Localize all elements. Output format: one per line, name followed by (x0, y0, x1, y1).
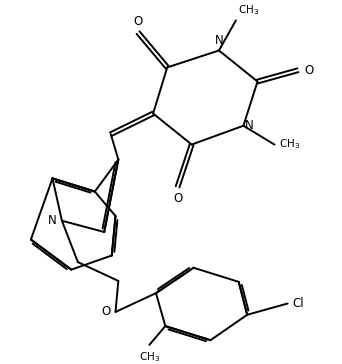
Text: O: O (173, 192, 182, 205)
Text: Cl: Cl (292, 297, 304, 310)
Text: O: O (304, 64, 314, 77)
Text: N: N (214, 34, 223, 47)
Text: CH$_3$: CH$_3$ (279, 138, 301, 151)
Text: O: O (133, 15, 143, 28)
Text: O: O (102, 305, 111, 318)
Text: CH$_3$: CH$_3$ (237, 3, 259, 16)
Text: CH$_3$: CH$_3$ (139, 350, 160, 364)
Text: N: N (245, 119, 254, 132)
Text: N: N (48, 214, 57, 227)
